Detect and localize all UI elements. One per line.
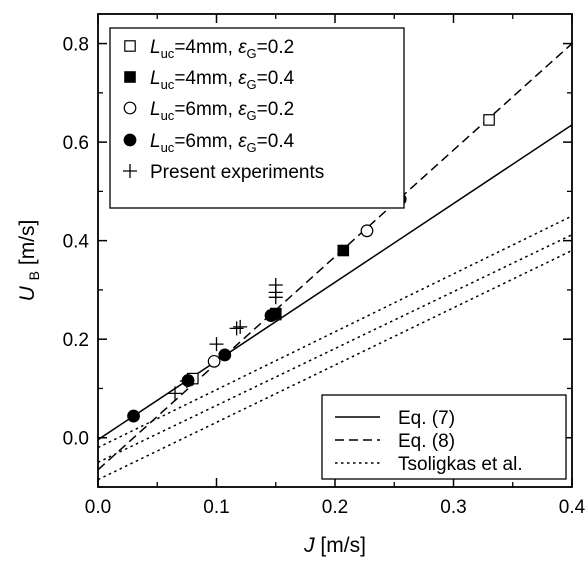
data-point-open-circle-2-1 xyxy=(360,224,374,238)
y-tick-label: 0.6 xyxy=(63,133,89,154)
line-dotted-2-1 xyxy=(98,234,572,464)
data-point-plus-4-1 xyxy=(179,374,194,389)
legend-markers: Luc=4mm, εG=0.2 Luc=4mm, εG=0.4 Luc=6mm, ε… xyxy=(109,27,405,209)
legend-symbol-plus xyxy=(123,164,137,178)
data-point-filled-circle-3-0 xyxy=(127,409,140,423)
data-point-filled-square-1-1 xyxy=(337,244,350,257)
line-dashed-1-0 xyxy=(98,43,572,471)
x-tick-label: 0.3 xyxy=(440,497,466,518)
y-tick-label: 0.0 xyxy=(63,429,89,450)
x-tick-label: 0.1 xyxy=(203,497,229,518)
data-point-open-square-0-2 xyxy=(483,114,495,126)
x-tick-label: 0.0 xyxy=(85,497,111,518)
x-axis-symbol: J xyxy=(303,534,315,557)
line-dotted-2-0 xyxy=(98,215,572,449)
legend-label: Luc=6mm, εG=0.2 xyxy=(150,99,294,123)
x-axis-title: J [m/s] xyxy=(303,534,366,557)
legend-label: Present experiments xyxy=(150,162,324,183)
x-tick-label: 0.2 xyxy=(322,497,348,518)
legend-markers-box xyxy=(109,27,405,209)
data-point-filled-circle-3-3 xyxy=(264,309,278,322)
data-point-plus-4-7 xyxy=(268,285,283,300)
x-axis-unit: [m/s] xyxy=(320,534,366,557)
data-point-plus-4-3 xyxy=(229,321,244,336)
legend-line-label: Eq. (8) xyxy=(398,431,455,452)
legend-symbol-filled-square xyxy=(124,71,136,83)
y-axis-title: U B [m/s] xyxy=(16,220,44,302)
y-axis-unit: [m/s] xyxy=(16,220,39,266)
data-point-filled-circle-3-2 xyxy=(218,348,232,362)
y-axis-symbol: U xyxy=(16,285,39,301)
data-point-plus-4-0 xyxy=(168,386,183,401)
line-dotted-2-2 xyxy=(98,249,572,481)
data-point-plus-4-2 xyxy=(209,337,224,352)
y-tick-label: 0.4 xyxy=(63,232,90,253)
legend-symbol-filled-circle xyxy=(123,133,137,147)
legend-line-label: Tsoligkas et al. xyxy=(398,454,523,475)
legend-label: Luc=4mm, εG=0.2 xyxy=(150,37,294,61)
axis-tick-labels: 0.0 0.1 0.2 0.3 0.4 0.0 0.2 0.4 0.6 0.8 xyxy=(63,35,586,518)
legend-lines: Eq. (7)Eq. (8)Tsoligkas et al. xyxy=(321,394,567,480)
legend-label: Luc=6mm, εG=0.4 xyxy=(150,131,295,155)
data-point-open-circle-2-0 xyxy=(207,354,221,368)
legend-symbol-open-circle xyxy=(123,101,137,115)
y-tick-label: 0.8 xyxy=(63,35,89,56)
line-solid-0-0 xyxy=(98,124,572,441)
legend-line-label: Eq. (7) xyxy=(398,408,455,429)
y-axis-symbol-subscript: B xyxy=(26,271,42,280)
legend-lines-box xyxy=(321,394,567,480)
legend-symbol-open-square xyxy=(124,40,136,52)
fit-lines xyxy=(98,43,572,481)
x-tick-label: 0.4 xyxy=(559,497,586,518)
axis-ticks xyxy=(97,14,573,488)
data-point-plus-4-4 xyxy=(233,319,248,334)
y-tick-label: 0.2 xyxy=(63,330,89,351)
legend-label: Luc=4mm, εG=0.4 xyxy=(150,68,295,92)
